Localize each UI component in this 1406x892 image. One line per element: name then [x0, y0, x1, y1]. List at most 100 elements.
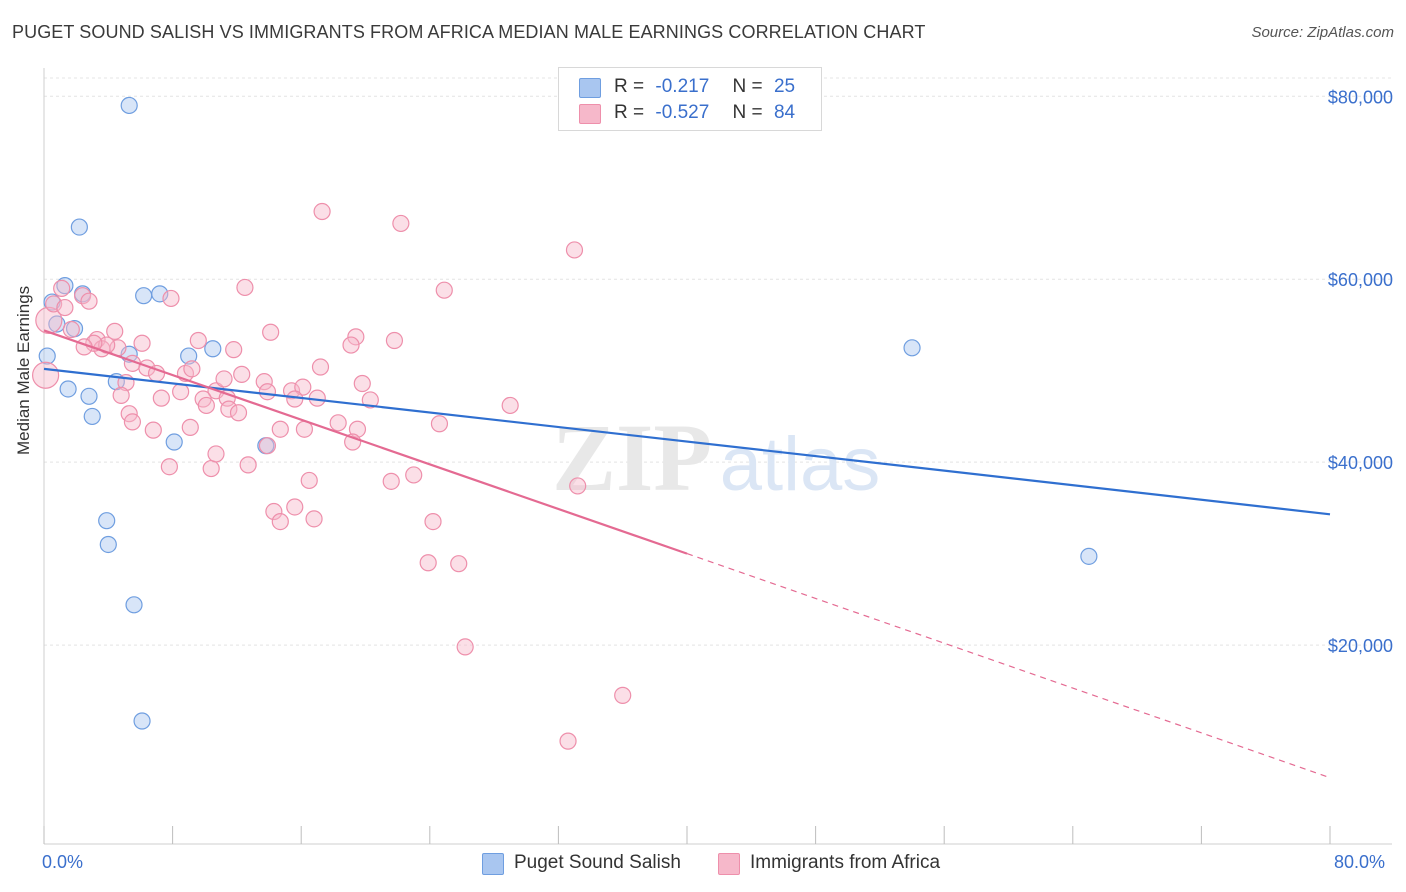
point-immigrants-from-africa — [35, 306, 63, 334]
point-immigrants-from-africa — [133, 334, 151, 352]
point-puget-sound-salish — [135, 287, 153, 305]
point-immigrants-from-africa — [311, 358, 330, 376]
r-label: R = — [614, 76, 645, 97]
point-immigrants-from-africa — [258, 437, 277, 455]
point-immigrants-from-africa — [435, 281, 453, 299]
point-immigrants-from-africa — [342, 336, 360, 354]
point-immigrants-from-africa — [123, 413, 142, 431]
point-immigrants-from-africa — [80, 292, 98, 310]
point-immigrants-from-africa — [294, 378, 312, 396]
point-puget-sound-salish — [125, 596, 143, 614]
y-tick-label: $20,000 — [1328, 636, 1393, 656]
point-puget-sound-salish — [99, 535, 117, 554]
point-puget-sound-salish — [1080, 547, 1098, 565]
point-immigrants-from-africa — [207, 445, 225, 463]
point-immigrants-from-africa — [189, 331, 207, 350]
point-puget-sound-salish — [56, 277, 74, 295]
point-immigrants-from-africa — [236, 278, 254, 297]
point-puget-sound-salish — [180, 347, 198, 365]
point-immigrants-from-africa — [501, 396, 519, 415]
correlation-legend: R = -0.217 N = 25 R = -0.527 N = 84 — [558, 67, 822, 131]
r-value: -0.527 — [655, 102, 710, 123]
point-immigrants-from-africa — [183, 360, 201, 378]
point-immigrants-from-africa — [32, 361, 60, 389]
point-immigrants-from-africa — [152, 389, 170, 407]
point-puget-sound-salish — [98, 512, 116, 530]
legend-swatch-blue — [482, 853, 504, 875]
n-value: 84 — [773, 102, 796, 123]
point-immigrants-from-africa — [569, 477, 587, 495]
point-immigrants-from-africa — [614, 686, 632, 704]
trendline-immigrants-from-africa — [43, 329, 688, 555]
point-puget-sound-salish — [59, 380, 77, 398]
point-puget-sound-salish — [70, 218, 88, 236]
y-tick-label: $60,000 — [1328, 270, 1393, 290]
point-immigrants-from-africa — [53, 279, 71, 297]
watermark-atlas: atlas — [720, 422, 881, 507]
point-immigrants-from-africa — [258, 383, 277, 401]
point-immigrants-from-africa — [565, 241, 584, 259]
point-puget-sound-salish — [80, 387, 98, 405]
point-immigrants-from-africa — [456, 638, 474, 656]
legend-swatch-pink — [718, 853, 740, 875]
point-immigrants-from-africa — [382, 472, 400, 490]
point-puget-sound-salish — [83, 407, 101, 426]
legend-swatch-pink — [579, 104, 601, 124]
point-immigrants-from-africa — [160, 458, 178, 476]
point-immigrants-from-africa — [286, 498, 304, 516]
point-immigrants-from-africa — [172, 383, 190, 401]
point-immigrants-from-africa — [392, 214, 410, 233]
point-puget-sound-salish — [165, 433, 183, 451]
source-label: Source: ZipAtlas.com — [1251, 24, 1394, 41]
point-immigrants-from-africa — [348, 420, 367, 438]
point-immigrants-from-africa — [233, 365, 251, 383]
r-value: -0.217 — [655, 76, 710, 97]
point-immigrants-from-africa — [329, 414, 347, 432]
chart-title: PUGET SOUND SALISH VS IMMIGRANTS FROM AF… — [12, 22, 926, 42]
y-tick-label: $40,000 — [1328, 453, 1393, 473]
point-puget-sound-salish — [151, 285, 169, 303]
point-immigrants-from-africa — [112, 386, 130, 404]
point-immigrants-from-africa — [239, 456, 257, 474]
point-immigrants-from-africa — [405, 466, 423, 484]
point-puget-sound-salish — [204, 340, 222, 358]
watermark-zip: ZIP — [552, 404, 712, 511]
y-axis-label: Median Male Earnings — [14, 285, 33, 455]
point-immigrants-from-africa — [255, 373, 273, 391]
n-value: 25 — [773, 76, 796, 97]
point-immigrants-from-africa — [144, 421, 162, 439]
point-immigrants-from-africa — [450, 555, 468, 573]
trendline-immigrants-from-africa-extension — [686, 553, 1331, 779]
x-min-label: 0.0% — [42, 852, 84, 872]
point-immigrants-from-africa — [220, 400, 238, 418]
point-immigrants-from-africa — [106, 322, 124, 340]
point-puget-sound-salish — [120, 96, 138, 115]
point-immigrants-from-africa — [215, 370, 233, 388]
point-immigrants-from-africa — [62, 320, 80, 339]
n-label: N = — [732, 102, 763, 123]
x-max-label: 80.0% — [1334, 852, 1386, 872]
point-immigrants-from-africa — [45, 295, 63, 313]
point-immigrants-from-africa — [305, 510, 323, 528]
point-immigrants-from-africa — [424, 512, 442, 531]
point-immigrants-from-africa — [271, 420, 289, 438]
legend-label: Immigrants from Africa — [750, 852, 941, 873]
point-immigrants-from-africa — [202, 459, 220, 478]
point-immigrants-from-africa — [225, 341, 243, 359]
legend-swatch-blue — [579, 78, 601, 98]
r-label: R = — [614, 102, 645, 123]
point-immigrants-from-africa — [271, 512, 289, 531]
point-immigrants-from-africa — [56, 298, 74, 317]
point-immigrants-from-africa — [419, 554, 437, 572]
point-immigrants-from-africa — [286, 390, 304, 408]
point-immigrants-from-africa — [361, 391, 379, 409]
point-immigrants-from-africa — [313, 202, 331, 221]
point-immigrants-from-africa — [353, 374, 371, 393]
point-puget-sound-salish — [903, 339, 921, 357]
point-puget-sound-salish — [38, 347, 56, 365]
y-tick-label: $80,000 — [1328, 87, 1393, 107]
point-immigrants-from-africa — [430, 415, 449, 433]
point-immigrants-from-africa — [559, 732, 577, 750]
point-immigrants-from-africa — [181, 418, 199, 436]
